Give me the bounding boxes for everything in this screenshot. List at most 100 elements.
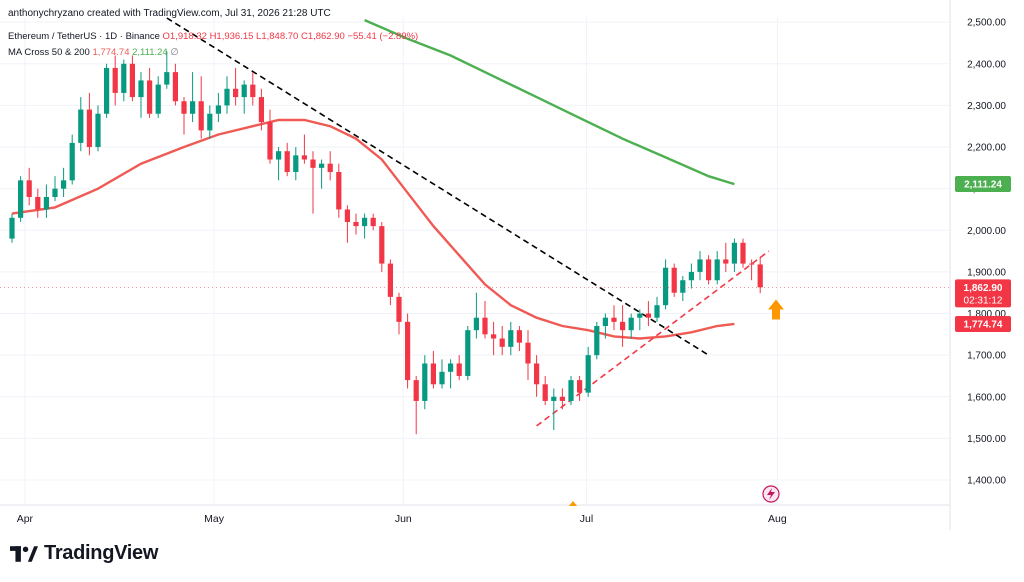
x-axis: Apr May Jun Jul Aug xyxy=(17,513,787,525)
candle xyxy=(78,97,84,152)
candle-body xyxy=(362,217,368,227)
candle xyxy=(439,359,445,389)
candle xyxy=(129,55,135,102)
candle xyxy=(637,309,643,331)
candle-body xyxy=(18,180,24,218)
tradingview-branding: TradingView xyxy=(10,542,158,565)
candle xyxy=(293,147,299,181)
candle xyxy=(731,238,737,272)
indicator-name[interactable]: MA Cross 50 & 200 xyxy=(8,47,90,58)
candle xyxy=(611,305,617,331)
candle xyxy=(112,55,118,106)
last-price-tag-bg xyxy=(955,279,1011,308)
candle xyxy=(577,375,583,401)
candle-body xyxy=(585,355,591,393)
candle-body xyxy=(396,296,402,322)
candle xyxy=(645,301,651,327)
candle-body xyxy=(250,84,256,98)
symbol-name[interactable]: Ethereum / TetherUS · 1D · Binance xyxy=(8,31,160,42)
candle xyxy=(525,330,531,381)
candle-body xyxy=(473,317,479,331)
candle xyxy=(86,92,92,156)
candle-body xyxy=(129,63,135,98)
ma50-value: 1,774.74 xyxy=(92,47,130,58)
candle xyxy=(258,88,264,131)
candle-body xyxy=(422,363,428,401)
candle-body xyxy=(430,363,436,385)
candle xyxy=(448,359,454,389)
y-tick-label: 1,800.00 xyxy=(967,309,1006,320)
candle-body xyxy=(215,105,221,114)
candle xyxy=(26,167,32,206)
candle xyxy=(508,321,514,356)
candle xyxy=(233,67,239,106)
candle xyxy=(121,59,127,102)
candle xyxy=(749,259,755,281)
chart-overlays xyxy=(0,286,950,506)
candle xyxy=(465,326,471,381)
candle xyxy=(654,296,660,322)
ma200-price-tag: 2,111.24 xyxy=(955,175,1011,192)
candle-body xyxy=(336,172,342,210)
candle xyxy=(164,51,170,89)
candle xyxy=(250,72,256,106)
candle xyxy=(18,176,24,222)
candle-body xyxy=(671,267,677,293)
x-tick-label: Apr xyxy=(17,513,34,525)
tradingview-logo-icon xyxy=(10,545,38,562)
candle-body xyxy=(714,259,720,281)
candle-body xyxy=(276,151,282,160)
candle xyxy=(559,388,565,410)
candle-body xyxy=(465,330,471,376)
candle-body xyxy=(241,84,247,98)
candle-body xyxy=(61,180,67,189)
candle xyxy=(723,242,729,272)
symbol-legend: Ethereum / TetherUS · 1D · Binance O1,91… xyxy=(8,31,418,42)
candle xyxy=(568,375,574,406)
candle xyxy=(224,76,230,114)
candle xyxy=(379,221,385,272)
candle-body xyxy=(559,396,565,401)
candle-body xyxy=(482,317,488,335)
candle-body xyxy=(499,338,505,347)
candle xyxy=(147,67,153,118)
y-tick-label: 2,000.00 xyxy=(967,226,1006,237)
x-tick-label: Jun xyxy=(395,513,412,525)
ma200-price-tag-text: 2,111.24 xyxy=(964,179,1002,190)
candle-body xyxy=(190,101,196,114)
candle xyxy=(430,350,436,389)
candle-body xyxy=(353,221,359,227)
candle xyxy=(585,346,591,397)
y-tick-label: 2,200.00 xyxy=(967,143,1006,154)
candle-body xyxy=(327,163,333,173)
y-axis: 1,400.00 1,500.00 1,600.00 1,700.00 1,800.00… xyxy=(967,18,1006,487)
candle xyxy=(35,188,41,218)
candle-body xyxy=(181,101,187,114)
candle xyxy=(714,251,720,285)
drawn-trendlines[interactable] xyxy=(166,17,770,427)
candle-body xyxy=(620,321,626,331)
candle-body xyxy=(379,226,385,264)
candle xyxy=(301,134,307,164)
event-badge-icon xyxy=(762,485,780,503)
candle-body xyxy=(551,396,557,401)
ma50-price-tag: 1,774.74 xyxy=(955,316,1011,333)
candle xyxy=(706,255,712,285)
candle-body xyxy=(370,217,376,227)
candle xyxy=(370,213,376,231)
candle-body xyxy=(757,264,763,288)
candle xyxy=(602,313,608,339)
y-tick-label: 1,600.00 xyxy=(967,392,1006,403)
candle-body xyxy=(267,122,273,160)
candle xyxy=(663,259,669,310)
candle-body xyxy=(405,321,411,381)
last-price-tag-text: 1,862.90 xyxy=(964,283,1003,294)
candle xyxy=(215,92,221,123)
candle xyxy=(688,263,694,289)
candle-body xyxy=(310,159,316,168)
candle xyxy=(336,163,342,218)
candle-body xyxy=(207,113,213,131)
candle xyxy=(9,213,15,243)
candle xyxy=(198,76,204,139)
